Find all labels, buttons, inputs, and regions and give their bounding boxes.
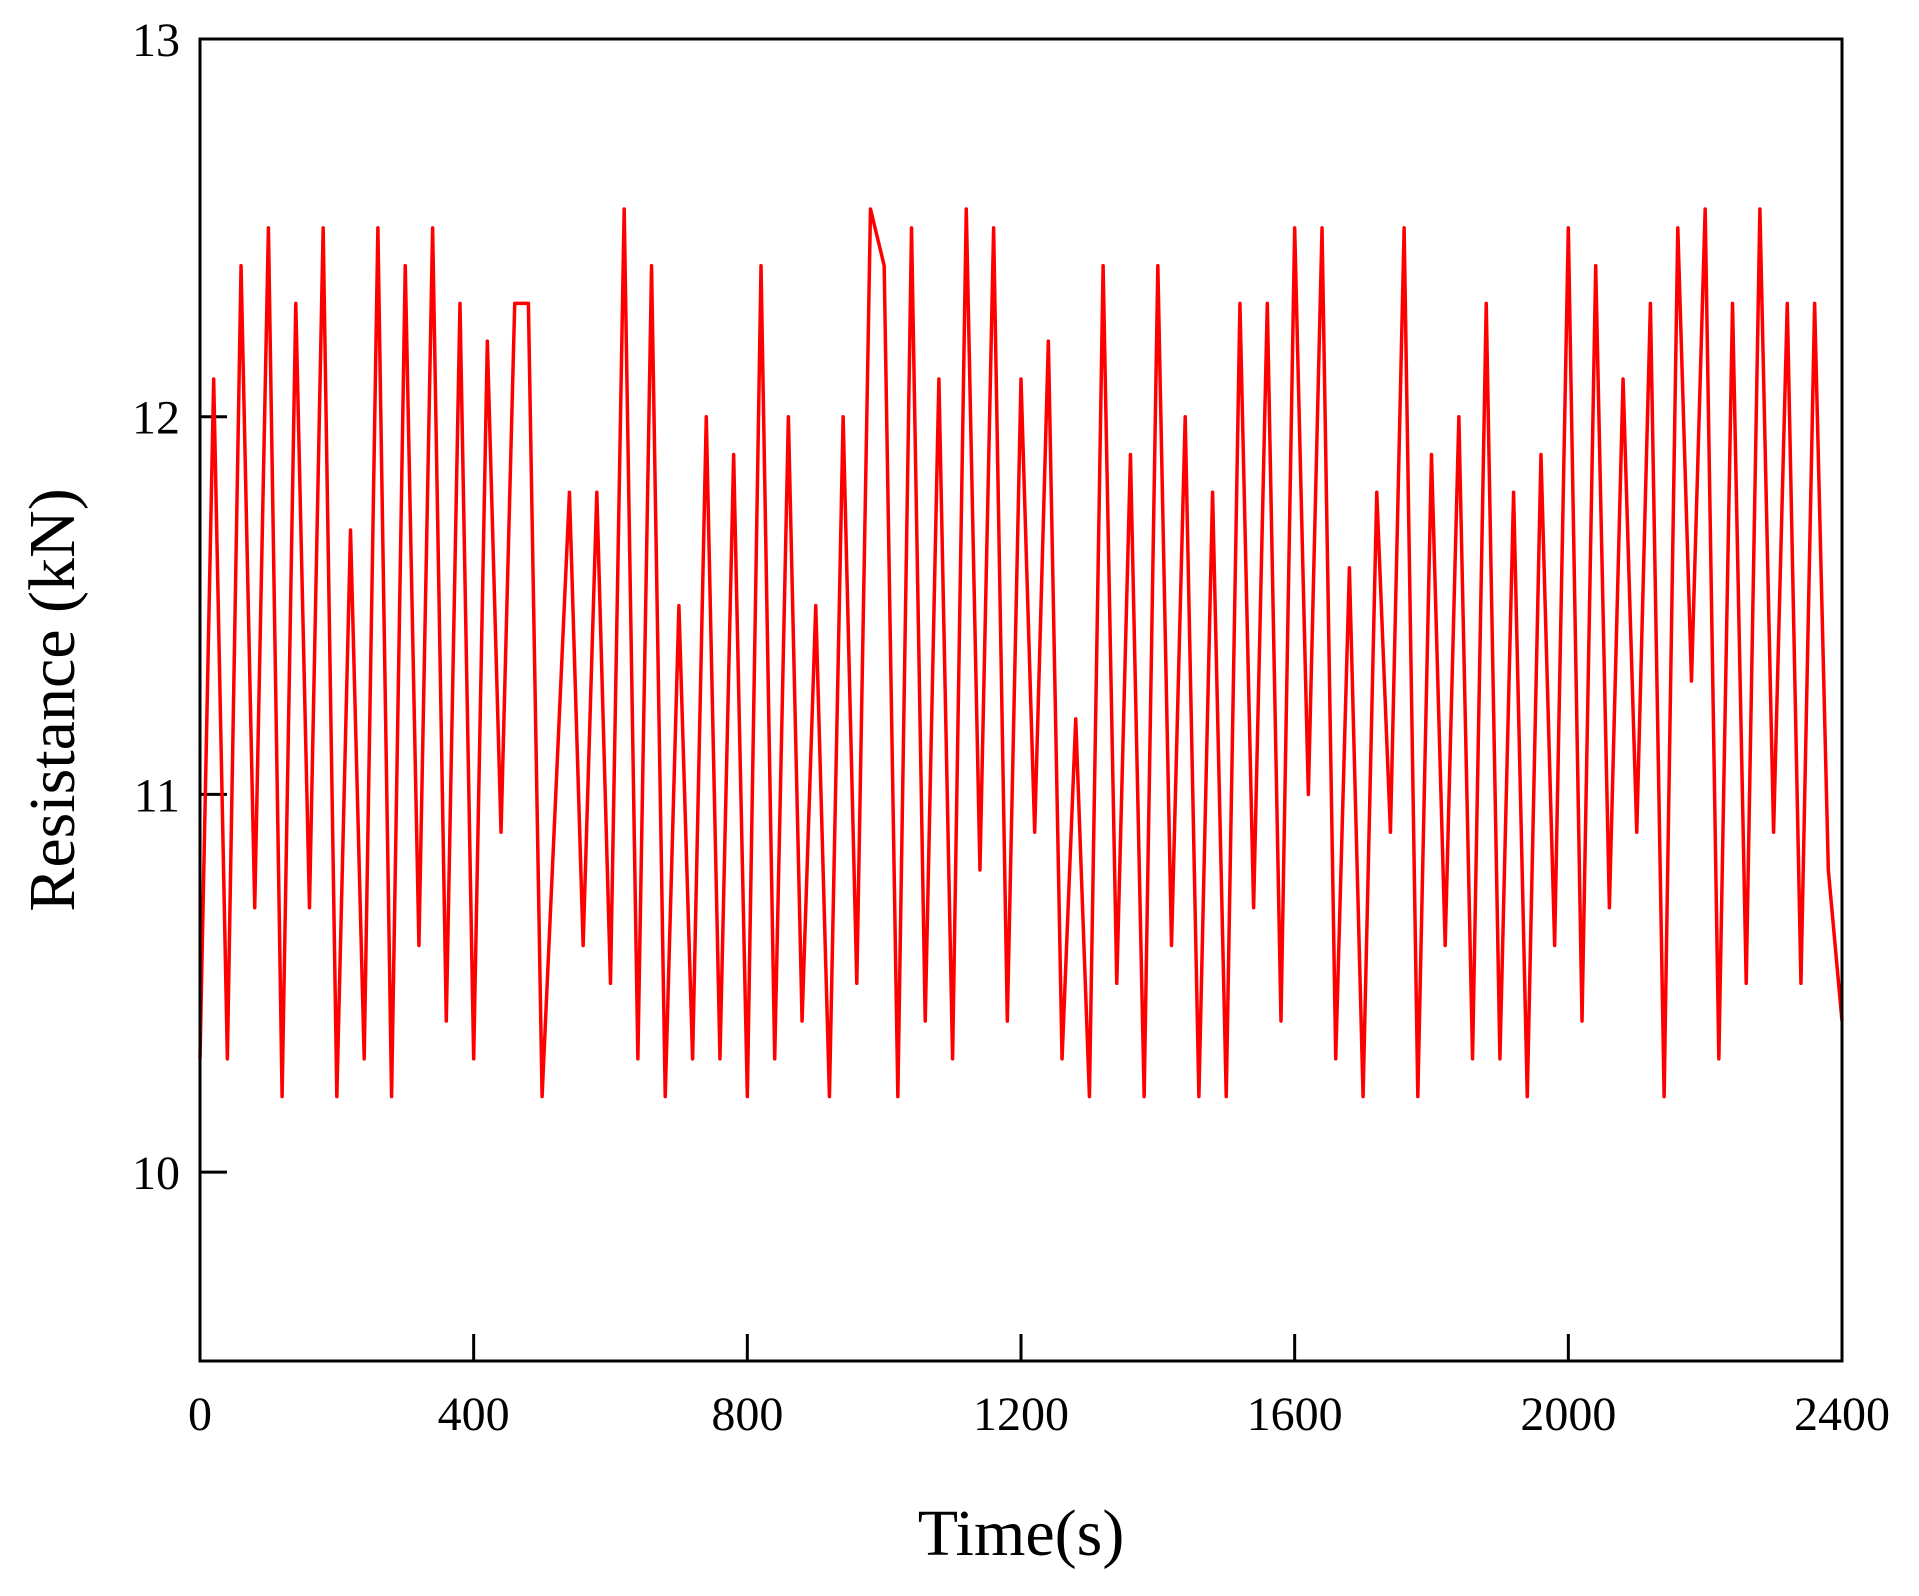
plot-frame: [198, 37, 1844, 1363]
x-tick-label: 0: [188, 1388, 212, 1441]
data-line: [198, 207, 1844, 1099]
x-tick-label: 2400: [1794, 1388, 1890, 1441]
x-tick-label: 1200: [973, 1388, 1069, 1441]
y-tick-label: 13: [132, 14, 180, 67]
x-tick-label: 2000: [1520, 1388, 1616, 1441]
y-tick-label: 10: [132, 1147, 180, 1200]
x-tick-label: 1600: [1247, 1388, 1343, 1441]
y-tick-label: 12: [132, 392, 180, 445]
y-tick-label: 11: [134, 769, 180, 822]
x-axis-label: Time(s): [918, 1497, 1125, 1570]
y-axis-label: Resistance (kN): [16, 488, 89, 911]
x-tick-label: 800: [711, 1388, 783, 1441]
x-tick-label: 400: [438, 1388, 510, 1441]
